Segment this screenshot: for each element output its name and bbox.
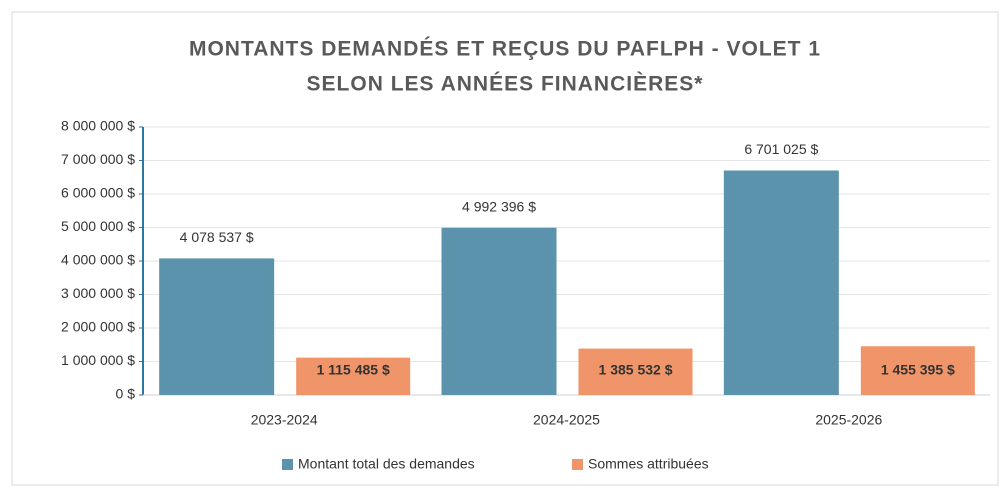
bar: [296, 357, 411, 395]
y-tick-label: 8 000 000 $: [61, 118, 135, 134]
legend-swatch: [572, 459, 583, 470]
y-tick-label: 0 $: [116, 386, 136, 402]
y-tick-label: 5 000 000 $: [61, 218, 135, 234]
y-tick-label: 6 000 000 $: [61, 185, 135, 201]
data-label: 1 385 532 $: [599, 362, 673, 378]
chart-title: MONTANTS DEMANDÉS ET REÇUS DU PAFLPH - V…: [189, 38, 821, 61]
x-tick-label: 2025-2026: [815, 412, 882, 428]
chart-title: SELON LES ANNÉES FINANCIÈRES*: [307, 73, 704, 96]
y-tick-label: 4 000 000 $: [61, 252, 135, 268]
legend-label: Sommes attribuées: [588, 456, 709, 472]
data-label: 1 115 485 $: [317, 362, 390, 378]
y-tick-label: 3 000 000 $: [61, 285, 135, 301]
legend-swatch: [282, 459, 293, 470]
data-label: 6 701 025 $: [744, 141, 818, 157]
y-tick-label: 2 000 000 $: [61, 319, 135, 335]
bar: [723, 170, 839, 395]
data-label: 4 992 396 $: [462, 198, 536, 214]
x-tick-label: 2024-2025: [533, 412, 600, 428]
data-label: 1 455 395 $: [881, 362, 955, 378]
legend-label: Montant total des demandes: [298, 456, 475, 472]
bar: [441, 227, 557, 395]
bar: [860, 346, 975, 395]
x-tick-label: 2023-2024: [251, 412, 318, 428]
data-label: 4 078 537 $: [180, 229, 254, 245]
y-tick-label: 7 000 000 $: [61, 151, 135, 167]
y-tick-label: 1 000 000 $: [61, 352, 135, 368]
bar: [159, 258, 275, 395]
bar: [578, 348, 693, 395]
